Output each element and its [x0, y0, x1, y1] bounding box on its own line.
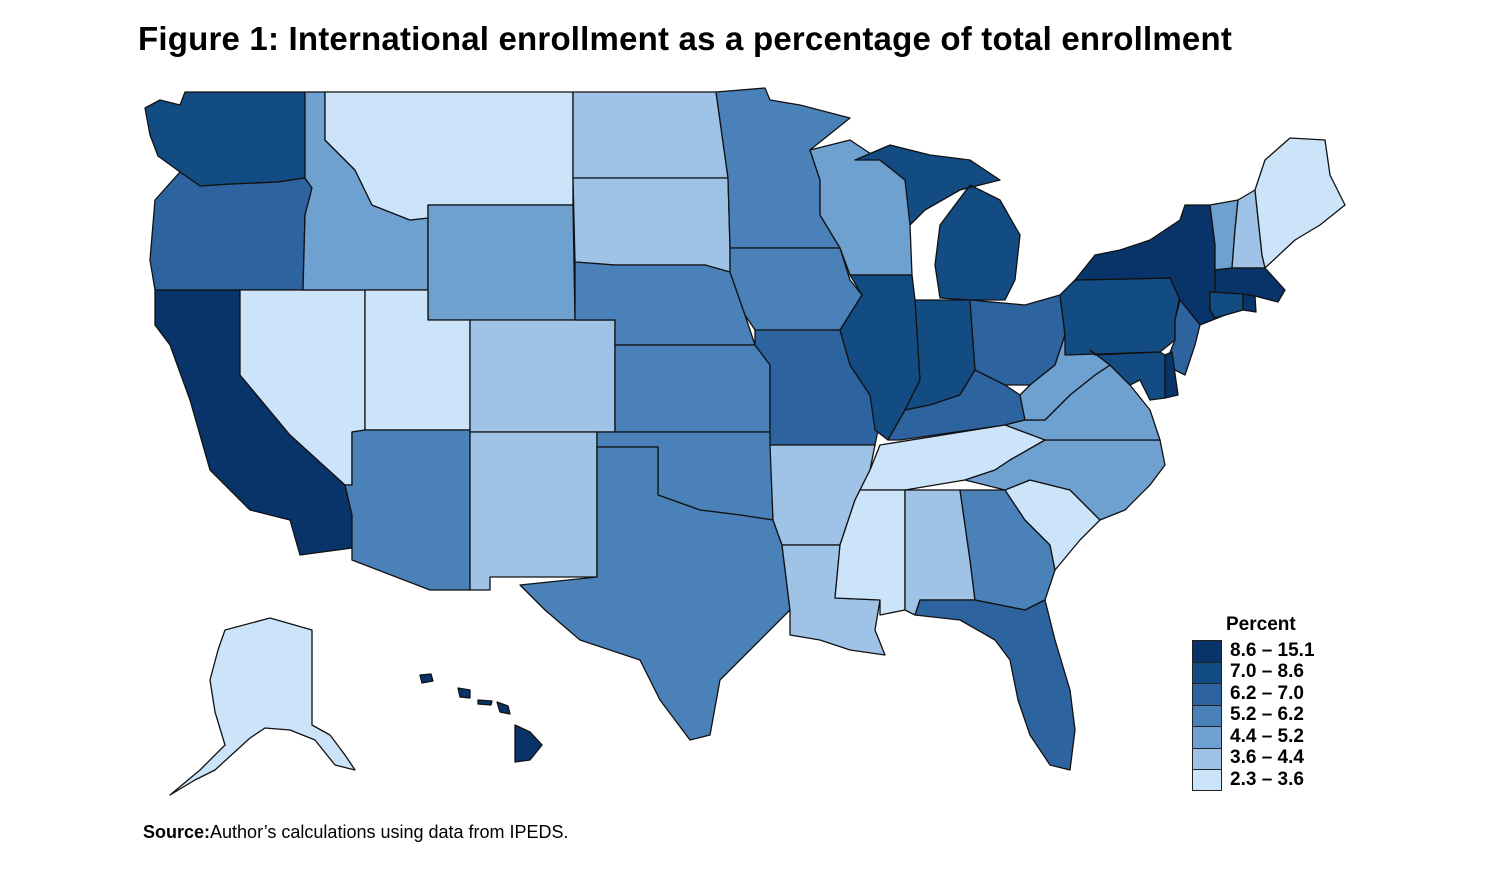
state-ND[interactable] — [572, 91, 729, 179]
hawaii-oahu[interactable] — [457, 687, 471, 699]
state-CT[interactable] — [1209, 291, 1244, 319]
state-FL[interactable] — [914, 599, 1076, 771]
legend-item: 3.6 – 4.4 — [1192, 747, 1315, 769]
state-ME[interactable] — [1254, 137, 1346, 269]
legend-swatch — [1192, 726, 1222, 748]
legend-item: 8.6 – 15.1 — [1192, 640, 1315, 662]
legend-item: 7.0 – 8.6 — [1192, 661, 1315, 683]
legend-swatch — [1192, 661, 1222, 683]
state-SD[interactable] — [572, 177, 731, 273]
hawaii-molokai[interactable] — [477, 699, 493, 706]
state-RI[interactable] — [1242, 293, 1257, 313]
state-HI[interactable] — [514, 724, 543, 763]
state-HI-group — [419, 673, 543, 763]
state-OR[interactable] — [149, 171, 313, 291]
legend-label: 6.2 – 7.0 — [1230, 682, 1304, 704]
state-MI[interactable] — [854, 144, 1021, 301]
map-legend: Percent 8.6 – 15.1 7.0 – 8.6 6.2 – 7.0 5.2 … — [1192, 614, 1315, 791]
legend-label: 4.4 – 5.2 — [1230, 725, 1304, 747]
legend-swatch — [1192, 769, 1222, 791]
state-PA[interactable] — [1059, 277, 1181, 356]
state-WY[interactable] — [427, 204, 576, 321]
state-IA[interactable] — [729, 247, 863, 331]
state-CO[interactable] — [469, 319, 616, 433]
source-label: Source: — [143, 822, 211, 842]
legend-label: 2.3 – 3.6 — [1230, 768, 1304, 790]
legend-swatch — [1192, 683, 1222, 705]
legend-swatch — [1192, 640, 1222, 662]
state-AK[interactable] — [169, 617, 356, 796]
state-IL[interactable] — [839, 274, 921, 441]
state-AZ[interactable] — [344, 429, 471, 591]
state-TX[interactable] — [519, 446, 791, 741]
source-note: Source:Author’s calculations using data … — [143, 822, 569, 843]
legend-label: 5.2 – 6.2 — [1230, 704, 1304, 726]
legend-item: 6.2 – 7.0 — [1192, 683, 1315, 705]
state-KS[interactable] — [614, 344, 771, 433]
legend-item: 2.3 – 3.6 — [1192, 769, 1315, 791]
legend-item: 5.2 – 6.2 — [1192, 704, 1315, 726]
state-KY[interactable] — [887, 369, 1026, 441]
state-NE[interactable] — [574, 261, 756, 346]
legend-item: 4.4 – 5.2 — [1192, 726, 1315, 748]
source-text: Author’s calculations using data from IP… — [210, 822, 569, 842]
legend-label: 8.6 – 15.1 — [1230, 639, 1315, 661]
hawaii-maui[interactable] — [496, 701, 511, 715]
legend-rows: 8.6 – 15.1 7.0 – 8.6 6.2 – 7.0 5.2 – 6.2 4.4… — [1192, 640, 1315, 791]
figure-title: Figure 1: International enrollment as a … — [138, 20, 1233, 57]
legend-swatch — [1192, 747, 1222, 769]
state-MD[interactable] — [1089, 349, 1166, 401]
hawaii-kauai[interactable] — [419, 673, 434, 684]
legend-swatch — [1192, 704, 1222, 726]
legend-label: 7.0 – 8.6 — [1230, 661, 1304, 683]
legend-label: 3.6 – 4.4 — [1230, 747, 1304, 769]
state-WA[interactable] — [144, 91, 306, 187]
state-NM[interactable] — [469, 431, 598, 591]
legend-title: Percent — [1226, 614, 1296, 635]
